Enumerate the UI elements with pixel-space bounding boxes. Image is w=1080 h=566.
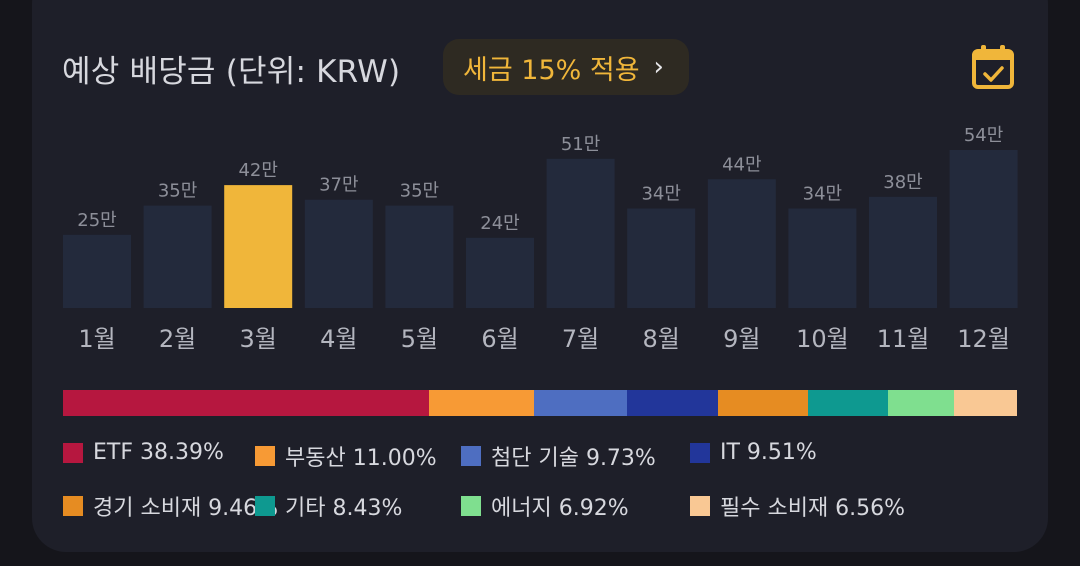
ratio-segment: [534, 390, 627, 416]
bar-1[interactable]: [63, 234, 131, 308]
month-tick-label: 11월: [877, 325, 930, 353]
legend-label: 필수 소비재 6.56%: [720, 496, 906, 521]
month-tick-label: 12월: [957, 325, 1010, 353]
legend-item: 필수 소비재 6.56%: [690, 490, 905, 522]
card-title: 예상 배당금 (단위: KRW): [62, 54, 401, 90]
bar-value-label: 34만: [641, 184, 680, 205]
bar-2[interactable]: [143, 205, 212, 308]
month-tick-label: 4월: [320, 325, 357, 353]
bar-12[interactable]: [949, 150, 1018, 308]
month-tick-label: 7월: [562, 325, 599, 353]
legend-label: IT 9.51%: [720, 440, 817, 465]
bar-4[interactable]: [304, 199, 373, 308]
allocation-ratio-bar: [63, 390, 1017, 416]
bar-8[interactable]: [627, 208, 696, 308]
legend-item: 첨단 기술 9.73%: [461, 440, 656, 472]
month-tick-label: 6월: [481, 325, 518, 353]
bar-value-label: 51만: [561, 134, 600, 155]
legend-label: ETF 38.39%: [93, 440, 224, 465]
monthly-dividend-chart: 25만 1월 35만 2월 42만 3월 37만 4월 35만 5월 24만 6월 51만 7월 34만 8월…: [63, 125, 1018, 353]
month-tick-label: 8월: [643, 325, 680, 353]
bar-value-label: 35만: [158, 181, 197, 202]
month-tick-label: 1월: [78, 325, 115, 353]
bar-10[interactable]: [788, 208, 857, 308]
ratio-segment: [888, 390, 955, 416]
ratio-segment: [954, 390, 1017, 416]
legend-item: 부동산 11.00%: [255, 440, 437, 472]
bar-value-label: 54만: [964, 125, 1003, 146]
legend-item: 에너지 6.92%: [461, 490, 629, 522]
legend-swatch: [461, 496, 481, 516]
chevron-right-icon: ›: [653, 52, 664, 82]
bar-value-label: 35만: [400, 181, 439, 202]
legend-swatch: [690, 496, 710, 516]
calendar-check-icon[interactable]: [968, 42, 1018, 92]
legend-swatch: [255, 446, 275, 466]
tax-button-label: 세금 15% 적용: [463, 54, 640, 86]
bar-value-label: 37만: [319, 175, 358, 196]
legend-label: 부동산 11.00%: [285, 446, 437, 471]
legend-label: 경기 소비재 9.46%: [93, 496, 279, 521]
bar-6[interactable]: [466, 237, 534, 308]
month-tick-label: 9월: [723, 325, 760, 353]
ratio-segment: [807, 390, 889, 416]
bar-7[interactable]: [546, 158, 615, 308]
bar-value-label: 25만: [77, 210, 116, 231]
legend-swatch: [255, 496, 275, 516]
month-tick-label: 3월: [240, 325, 277, 353]
ratio-segment: [63, 390, 430, 416]
bar-value-label: 42만: [238, 160, 277, 181]
legend-swatch: [63, 496, 83, 516]
ratio-segment: [717, 390, 808, 416]
legend-item: ETF 38.39%: [63, 440, 224, 465]
legend-swatch: [461, 446, 481, 466]
tax-toggle-button[interactable]: 세금 15% 적용 ›: [443, 39, 689, 95]
bar-9[interactable]: [707, 179, 776, 308]
month-tick-label: 2월: [159, 325, 196, 353]
bar-value-label: 24만: [480, 213, 519, 234]
legend-item: 경기 소비재 9.46%: [63, 490, 278, 522]
month-tick-label: 5월: [401, 325, 438, 353]
bar-11[interactable]: [869, 196, 937, 308]
legend-swatch: [690, 442, 710, 463]
bar-3[interactable]: [224, 185, 293, 308]
legend-label: 기타 8.43%: [285, 496, 403, 521]
bar-value-label: 38만: [883, 172, 922, 193]
bar-value-label: 34만: [803, 184, 842, 205]
legend-swatch: [63, 442, 83, 463]
month-tick-label: 10월: [796, 325, 849, 353]
legend-item: 기타 8.43%: [255, 490, 402, 522]
legend-label: 에너지 6.92%: [491, 496, 629, 521]
ratio-segment: [626, 390, 718, 416]
ratio-segment: [429, 390, 535, 416]
bar-value-label: 44만: [722, 154, 761, 175]
legend-label: 첨단 기술 9.73%: [491, 446, 656, 471]
legend-item: IT 9.51%: [690, 440, 817, 465]
bar-5[interactable]: [385, 205, 454, 308]
